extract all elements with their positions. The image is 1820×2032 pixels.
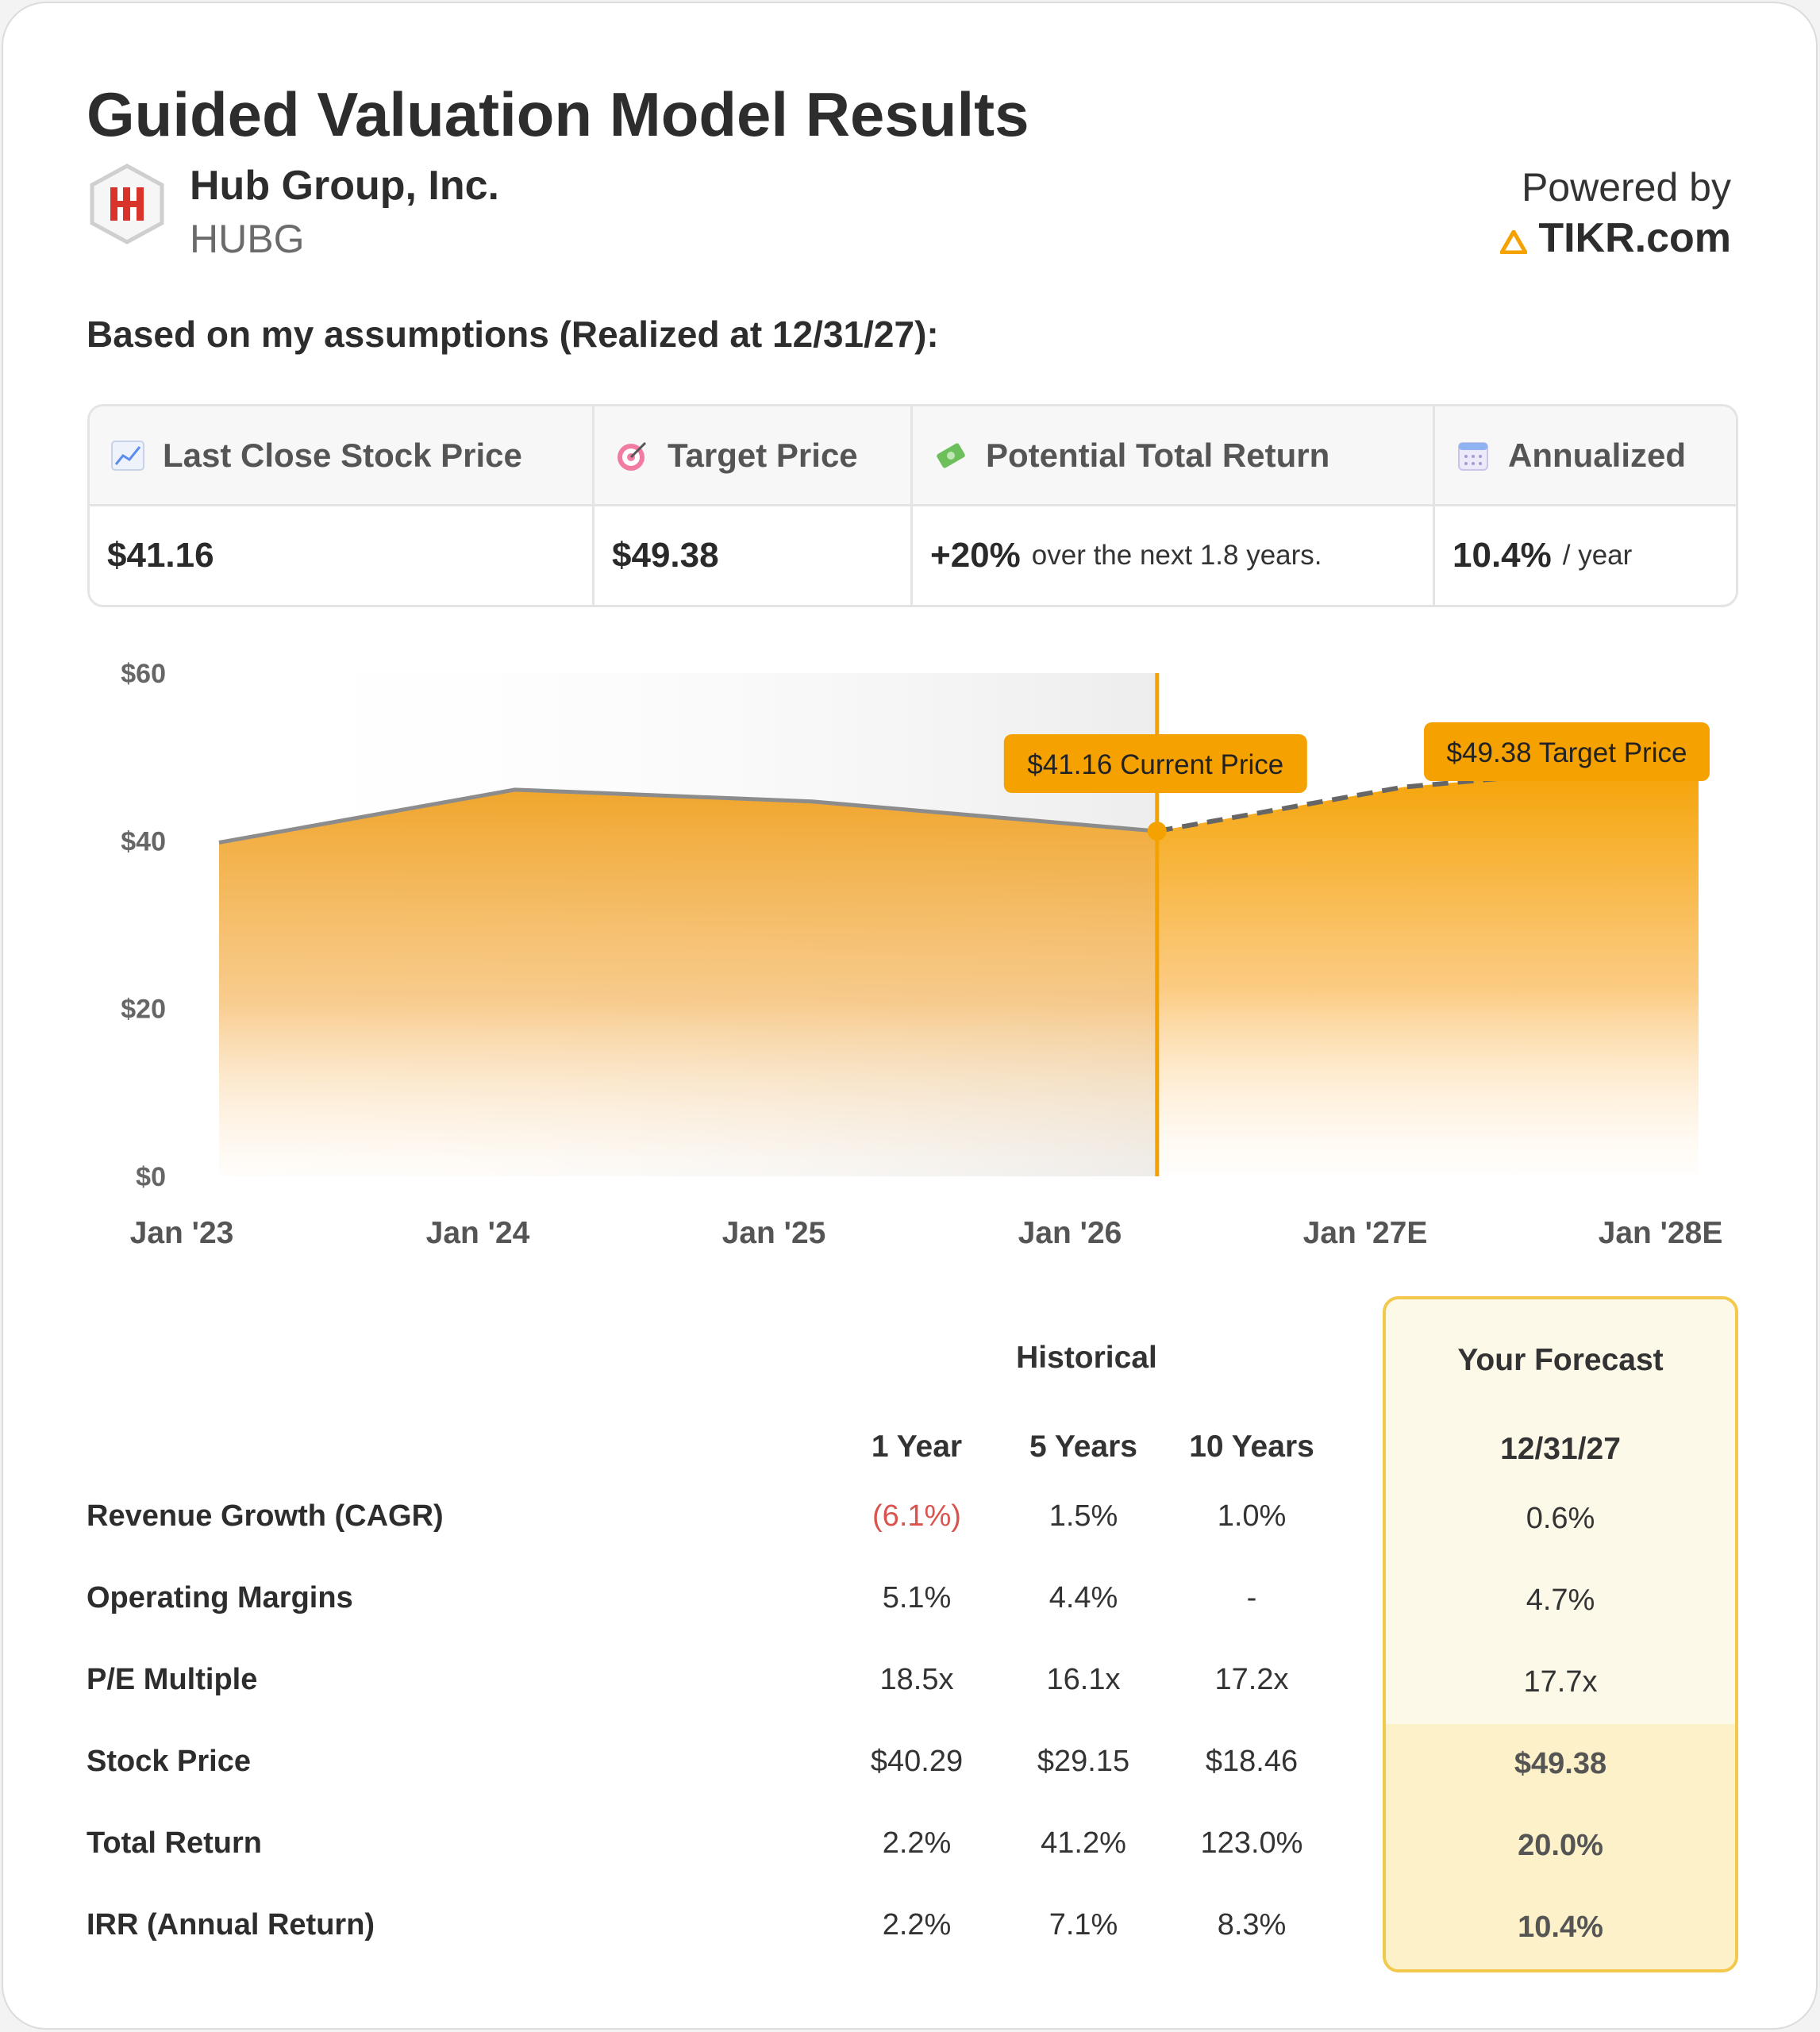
col-forecast-date: 12/31/27 [1500, 1432, 1621, 1466]
col-10-years: 10 Years [1189, 1430, 1314, 1464]
row-label: Operating Margins [87, 1581, 353, 1614]
company-ticker: HUBG [190, 217, 305, 261]
summary-potential-return: Potential Total Return +20% over the nex… [913, 406, 1435, 605]
company-name: Hub Group, Inc. [190, 163, 499, 209]
y-tick-label: $60 [121, 659, 166, 689]
row-label: Stock Price [87, 1745, 251, 1778]
powered-by-label: Powered by [1521, 165, 1731, 210]
brand-name: TIKR.com [1538, 215, 1731, 261]
table-cell: (6.1%) [872, 1499, 961, 1533]
x-tick-label: Jan '25 [722, 1216, 826, 1250]
hub-group-logo-icon [90, 164, 164, 244]
last-close-label: Last Close Stock Price [163, 436, 522, 474]
forecast-header: Your Forecast [1457, 1343, 1664, 1377]
table-cell: 2.2% [882, 1908, 952, 1942]
chart-up-icon [111, 440, 144, 471]
table-cell: 1.5% [1049, 1499, 1118, 1533]
table-cell: 8.3% [1217, 1908, 1287, 1942]
target-value: $49.38 [612, 536, 719, 575]
table-cell: 5.1% [882, 1581, 952, 1614]
row-label: Revenue Growth (CAGR) [87, 1499, 444, 1533]
row-label: Total Return [87, 1826, 262, 1860]
last-close-value: $41.16 [107, 536, 214, 575]
forecast-area [1156, 762, 1699, 1176]
money-icon [937, 442, 965, 468]
tikr-logo-icon [1500, 230, 1528, 254]
table-cell: 18.5x [879, 1663, 954, 1696]
summary-annualized: Annualized 10.4% / year [1435, 406, 1736, 605]
x-tick-label: Jan '23 [130, 1216, 234, 1250]
row-label: P/E Multiple [87, 1663, 258, 1696]
table-cell: 4.4% [1049, 1581, 1118, 1614]
table-cell: 16.1x [1046, 1663, 1121, 1696]
forecast-cell: 4.7% [1526, 1584, 1595, 1617]
forecast-cell: 17.7x [1523, 1665, 1598, 1699]
forecast-line [1156, 760, 1699, 834]
potential-return-value: +20% [930, 536, 1021, 575]
y-tick-label: $20 [121, 995, 166, 1025]
summary-target: Target Price $49.38 [594, 406, 913, 605]
current-price-label: $41.16 Current Price [1003, 734, 1307, 793]
potential-return-label: Potential Total Return [986, 436, 1330, 474]
historical-line [218, 787, 1157, 845]
target-icon [618, 441, 647, 471]
annualized-value: 10.4% [1453, 536, 1552, 575]
summary-table: Last Close Stock Price $41.16 Target Pri… [87, 404, 1738, 607]
table-cell: $29.15 [1037, 1745, 1130, 1778]
page-title: Guided Valuation Model Results [87, 79, 1029, 149]
target-label: Target Price [668, 436, 858, 474]
table-cell: 7.1% [1049, 1908, 1118, 1942]
summary-last-close: Last Close Stock Price $41.16 [90, 406, 594, 605]
table-cell: $40.29 [870, 1745, 964, 1778]
x-tick-label: Jan '24 [426, 1216, 530, 1250]
forecast-column [1383, 1296, 1738, 1972]
y-tick-label: $40 [121, 826, 166, 856]
y-tick-label: $0 [136, 1162, 166, 1192]
current-price-label-box [1003, 734, 1307, 793]
annualized-suffix: / year [1562, 540, 1633, 571]
x-tick-label: Jan '28E [1599, 1216, 1723, 1250]
brand-link[interactable]: TIKR.com [1500, 214, 1731, 262]
target-price-label-text: $49.38 Target Price [1447, 737, 1687, 768]
table-cell: 1.0% [1217, 1499, 1287, 1533]
table-cell: 2.2% [882, 1826, 952, 1860]
current-price-dot [1147, 822, 1167, 841]
target-price-label: $49.38 Target Price [1424, 722, 1710, 781]
current-price-label-text: $41.16 Current Price [1027, 749, 1283, 780]
annualized-label: Annualized [1508, 436, 1687, 474]
x-tick-label: Jan '26 [1018, 1216, 1122, 1250]
price-chart: $60 $40 $20 $0 Jan '23 Jan '24 Jan '25 Jan '26 J… [121, 659, 1723, 1250]
col-5-years: 5 Years [1029, 1430, 1137, 1464]
row-label: IRR (Annual Return) [87, 1908, 375, 1942]
calendar-icon [1458, 441, 1488, 471]
x-tick-label: Jan '27E [1303, 1216, 1428, 1250]
forecast-cell: 20.0% [1518, 1829, 1603, 1862]
table-cell: - [1246, 1581, 1257, 1614]
historical-header: Historical [1016, 1341, 1157, 1375]
forecast-cell: 10.4% [1518, 1911, 1603, 1944]
table-cell: $18.46 [1205, 1745, 1299, 1778]
historical-area [219, 789, 1157, 1176]
potential-return-suffix: over the next 1.8 years. [1031, 540, 1322, 571]
forecast-cell: $49.38 [1514, 1747, 1607, 1780]
table-cell: 41.2% [1041, 1826, 1126, 1860]
forecast-cell: 0.6% [1526, 1502, 1595, 1535]
table-cell: 123.0% [1200, 1826, 1303, 1860]
target-price-label-box [1424, 722, 1710, 781]
assumptions-heading: Based on my assumptions (Realized at 12/… [87, 314, 939, 355]
col-1-year: 1 Year [871, 1430, 963, 1464]
table-cell: 17.2x [1214, 1663, 1289, 1696]
